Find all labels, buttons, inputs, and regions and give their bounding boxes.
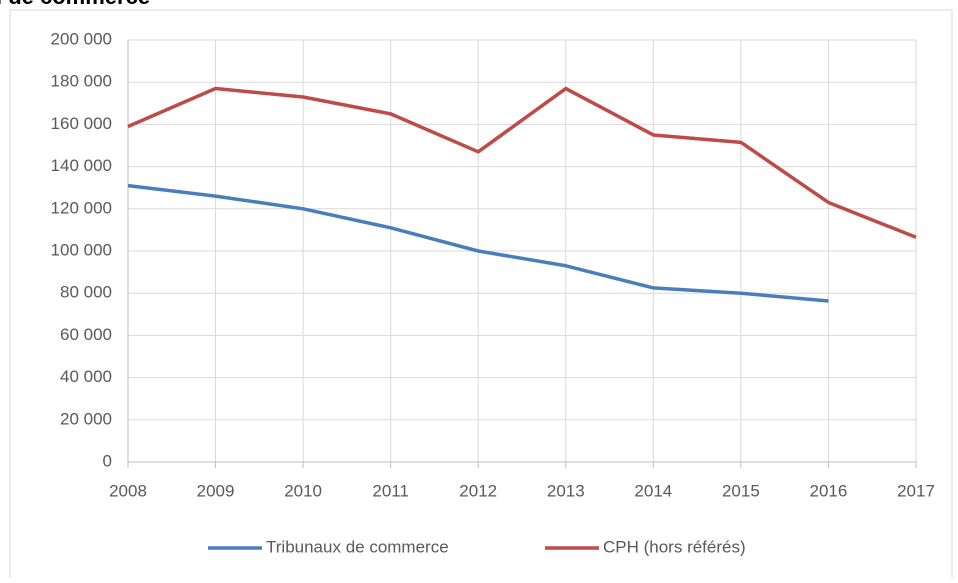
series-line [127, 86, 917, 239]
x-tick-label: 2015 [722, 481, 760, 500]
legend-label: CPH (hors référés) [603, 537, 746, 556]
y-tick-label: 0 [103, 451, 112, 470]
chart-title: l de commerce [0, 0, 150, 9]
x-tick-label: 2010 [284, 481, 322, 500]
y-tick-label: 160 000 [51, 114, 112, 133]
y-tick-label: 80 000 [60, 283, 112, 302]
y-tick-label: 60 000 [60, 325, 112, 344]
x-tick-label: 2012 [459, 481, 497, 500]
y-tick-label: 40 000 [60, 367, 112, 386]
chart-border [9, 9, 953, 583]
x-tick-label: 2014 [634, 481, 672, 500]
x-tick-label: 2008 [109, 481, 147, 500]
y-tick-label: 200 000 [51, 29, 112, 48]
series-line [127, 183, 829, 303]
x-tick-label: 2013 [547, 481, 585, 500]
y-tick-label: 120 000 [51, 198, 112, 217]
x-tick-label: 2017 [897, 481, 935, 500]
y-tick-label: 100 000 [51, 240, 112, 259]
y-tick-label: 140 000 [51, 156, 112, 175]
y-tick-label: 180 000 [51, 72, 112, 91]
legend-label: Tribunaux de commerce [266, 537, 449, 556]
y-tick-label: 20 000 [60, 409, 112, 428]
x-tick-label: 2016 [810, 481, 848, 500]
x-tick-label: 2009 [197, 481, 235, 500]
x-tick-label: 2011 [372, 481, 409, 500]
